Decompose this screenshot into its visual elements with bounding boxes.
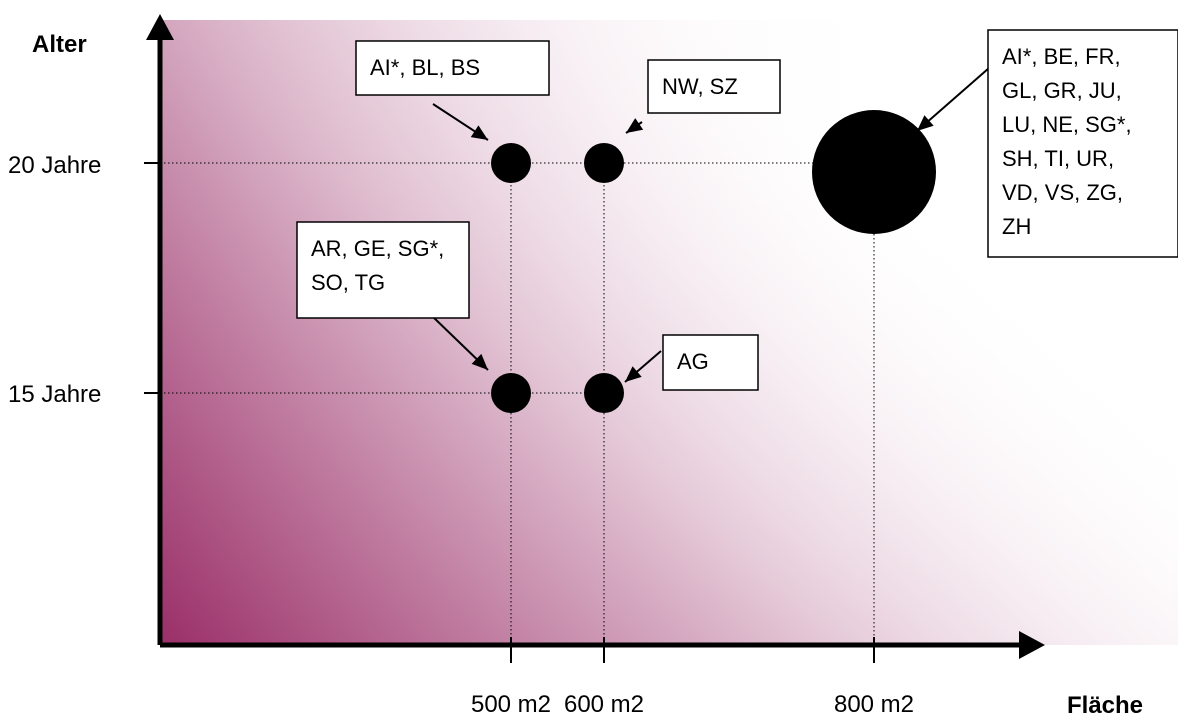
- callout-rect-0: [355, 40, 550, 96]
- callout-text-group-2: AI*, BE, FR, GL, GR, JU, LU, NE, SG*, SH, T…: [1002, 44, 1132, 239]
- callout-label-4-0: AG: [677, 349, 709, 374]
- callout-label-2-0: AI*, BE, FR,: [1002, 44, 1121, 69]
- data-point-1: [584, 143, 624, 183]
- callout-label-2-2: LU, NE, SG*,: [1002, 112, 1132, 137]
- callout-label-3-1: SO, TG: [311, 270, 385, 295]
- callout-arrowhead-4: [625, 366, 642, 382]
- callout-text-group-1: NW, SZ: [662, 74, 738, 99]
- data-point-4: [584, 373, 624, 413]
- callout-text-group-4: AG: [677, 349, 709, 374]
- callout-rect-3: [296, 221, 470, 319]
- x-axis-arrowhead: [1019, 631, 1045, 659]
- callout-label-2-5: ZH: [1002, 214, 1031, 239]
- y-tick-label-20: 20 Jahre: [8, 152, 101, 179]
- callout-rect-2: [987, 29, 1178, 258]
- callout-label-3-0: AR, GE, SG*,: [311, 236, 444, 261]
- callout-text-group-3: AR, GE, SG*, SO, TG: [311, 236, 444, 295]
- data-point-3: [491, 373, 531, 413]
- y-axis-arrowhead: [146, 14, 174, 40]
- callout-boxes: AI*, BL, BS NW, SZ AI*, BE, FR, GL, GR, JU,…: [296, 29, 1178, 391]
- callout-arrows: [430, 67, 990, 383]
- axes: [144, 14, 1045, 663]
- data-point-0: [491, 143, 531, 183]
- callout-label-2-3: SH, TI, UR,: [1002, 146, 1114, 171]
- callout-arrowhead-2: [917, 115, 934, 131]
- x-tick-label-500: 500 m2: [471, 691, 551, 718]
- callout-box-1: NW, SZ: [647, 59, 781, 114]
- callout-box-4: AG: [662, 334, 759, 391]
- callout-box-2: AI*, BE, FR, GL, GR, JU, LU, NE, SG*, SH, T…: [987, 29, 1178, 258]
- y-axis-title: Alter: [32, 31, 87, 58]
- callout-rect-4: [662, 334, 759, 391]
- callout-text-group-0: AI*, BL, BS: [370, 55, 480, 80]
- callout-label-1-0: NW, SZ: [662, 74, 738, 99]
- data-point-2: [812, 110, 936, 234]
- x-tick-label-800: 800 m2: [834, 691, 914, 718]
- x-axis-title: Fläche: [1067, 692, 1143, 719]
- callout-arrowhead-3: [471, 353, 488, 370]
- callout-arrowhead-1: [626, 118, 644, 133]
- y-tick-label-15: 15 Jahre: [8, 381, 101, 408]
- callout-label-2-4: VD, VS, ZG,: [1002, 180, 1123, 205]
- callout-arrowhead-0: [470, 125, 488, 140]
- callout-rect-1: [647, 59, 781, 114]
- callout-label-2-1: GL, GR, JU,: [1002, 78, 1122, 103]
- x-tick-label-600: 600 m2: [564, 691, 644, 718]
- callout-label-0-0: AI*, BL, BS: [370, 55, 480, 80]
- callout-box-0: AI*, BL, BS: [355, 40, 550, 96]
- data-points: [491, 110, 936, 413]
- callout-box-3: AR, GE, SG*, SO, TG: [296, 221, 470, 319]
- tick-labels: 500 m2 600 m2 800 m2 20 Jahre 15 Jahre: [8, 152, 914, 718]
